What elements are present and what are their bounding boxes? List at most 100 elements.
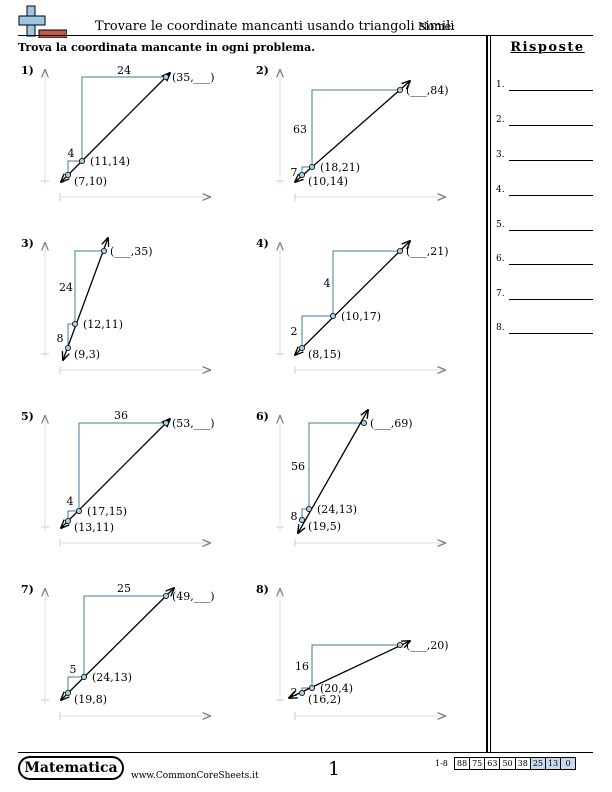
point-1 <box>65 344 72 351</box>
answer-number: 7. <box>496 289 505 299</box>
problem-diagram-5: (13,11) (17,15) (53,___) 4 36 <box>41 409 215 547</box>
point-1 <box>298 171 305 178</box>
line-through-points <box>61 73 170 182</box>
answer-row-4: 4. <box>496 185 596 199</box>
answer-row-6: 6. <box>496 254 596 268</box>
footer-divider <box>18 752 593 753</box>
score-cell: 75 <box>469 757 486 770</box>
point-3-label: (___,35) <box>110 245 153 258</box>
answer-number: 3. <box>496 150 505 160</box>
point-2 <box>305 505 312 512</box>
worksheet-title: Trovare le coordinate mancanti usando tr… <box>95 19 455 34</box>
point-2-label: (24,13) <box>317 503 357 516</box>
point-2-label: (24,13) <box>92 671 132 684</box>
run-label: 56 <box>291 460 305 473</box>
problem-number-2: 2) <box>256 64 269 77</box>
answer-line[interactable] <box>509 195 593 196</box>
answer-number: 6. <box>496 254 505 264</box>
line-through-points <box>61 588 174 700</box>
answer-column-divider-inner <box>490 36 491 752</box>
rise-label: 5 <box>70 663 77 676</box>
point-1-label: (10,14) <box>308 175 348 188</box>
name-label: Nome: <box>418 20 455 33</box>
page-number: 1 <box>328 758 341 780</box>
point-3-label: (___,69) <box>370 417 413 430</box>
answer-line[interactable] <box>509 264 593 265</box>
answer-number: 1. <box>496 80 505 90</box>
point-1 <box>298 690 305 697</box>
problem-diagram-6: (19,5) (24,13) (___,69) 8 56 <box>276 410 445 547</box>
answer-row-3: 3. <box>496 150 596 164</box>
line-through-points <box>63 238 108 360</box>
rise-label: 4 <box>67 495 74 508</box>
point-3-label: (49,___) <box>172 590 215 603</box>
problem-diagram-3: (9,3) (12,11) (___,35) 8 24 <box>41 238 210 374</box>
line-through-points <box>298 410 368 533</box>
point-1-label: (19,5) <box>308 520 341 533</box>
point-1 <box>298 344 305 351</box>
run-label: 16 <box>295 660 309 673</box>
score-range-label: 1-8 <box>435 759 448 768</box>
rise-label: 8 <box>291 510 298 523</box>
point-3-label: (___,20) <box>406 639 449 652</box>
point-1 <box>65 518 72 525</box>
point-3 <box>396 87 403 94</box>
answer-row-2: 2. <box>496 115 596 129</box>
problem-number-4: 4) <box>256 237 269 250</box>
answer-number: 8. <box>496 323 505 333</box>
point-3 <box>162 74 169 81</box>
point-3-label: (35,___) <box>172 71 215 84</box>
answer-line[interactable] <box>509 299 593 300</box>
answers-title: Risposte <box>510 40 585 55</box>
run-label: 24 <box>59 281 73 294</box>
answer-row-5: 5. <box>496 220 596 234</box>
point-2 <box>329 312 336 319</box>
answer-line[interactable] <box>509 230 593 231</box>
answer-number: 2. <box>496 115 505 125</box>
answer-line[interactable] <box>509 160 593 161</box>
problem-diagram-1: (7,10) (11,14) (35,___) 4 24 <box>41 64 215 201</box>
answer-line[interactable] <box>509 125 593 126</box>
rise-label: 4 <box>68 147 75 160</box>
logo-icon <box>18 5 67 38</box>
problem-number-5: 5) <box>21 410 34 423</box>
problem-number-8: 8) <box>256 583 269 596</box>
point-2 <box>308 685 315 692</box>
point-1-label: (9,3) <box>74 348 100 361</box>
point-3-label: (53,___) <box>172 417 215 430</box>
score-table: 1-8 88 75 63 50 38 25 13 0 <box>433 757 577 770</box>
answer-line[interactable] <box>509 333 593 334</box>
point-2-label: (10,17) <box>341 310 381 323</box>
rise-label: 7 <box>291 166 298 179</box>
run-label: 25 <box>117 582 131 595</box>
answer-column-divider <box>486 36 488 752</box>
point-3 <box>162 419 169 426</box>
point-2-label: (12,11) <box>83 318 123 331</box>
answer-line[interactable] <box>509 90 593 91</box>
point-3-label: (___,84) <box>406 84 449 97</box>
run-label: 63 <box>293 123 307 136</box>
score-cell: 0 <box>560 757 577 770</box>
point-1 <box>65 690 72 697</box>
point-2 <box>76 507 83 514</box>
point-2-label: (11,14) <box>90 155 130 168</box>
problem-diagram-2: (10,14)(18,21) (___,84) 7 63 <box>276 70 449 201</box>
point-1-label: (13,11) <box>74 521 114 534</box>
problem-diagram-4: (8,15) (10,17) (___,21) 2 4 <box>276 241 449 374</box>
point-1-label: (7,10) <box>74 175 107 188</box>
site-url: www.CommonCoreSheets.it <box>131 771 259 781</box>
header-divider <box>18 35 593 36</box>
point-3 <box>162 593 169 600</box>
answer-row-8: 8. <box>496 323 596 337</box>
point-3 <box>396 642 403 649</box>
problem-number-7: 7) <box>21 583 34 596</box>
rise-label: 2 <box>291 686 298 699</box>
point-1-label: (8,15) <box>308 348 341 361</box>
score-cell: 63 <box>484 757 501 770</box>
problem-diagram-8: (16,2)(20,4) (___,20) 2 16 <box>276 589 449 720</box>
score-cell: 25 <box>529 757 547 770</box>
run-label: 36 <box>114 409 128 422</box>
run-label: 4 <box>324 277 331 290</box>
brand-label: Matematica <box>20 758 122 778</box>
